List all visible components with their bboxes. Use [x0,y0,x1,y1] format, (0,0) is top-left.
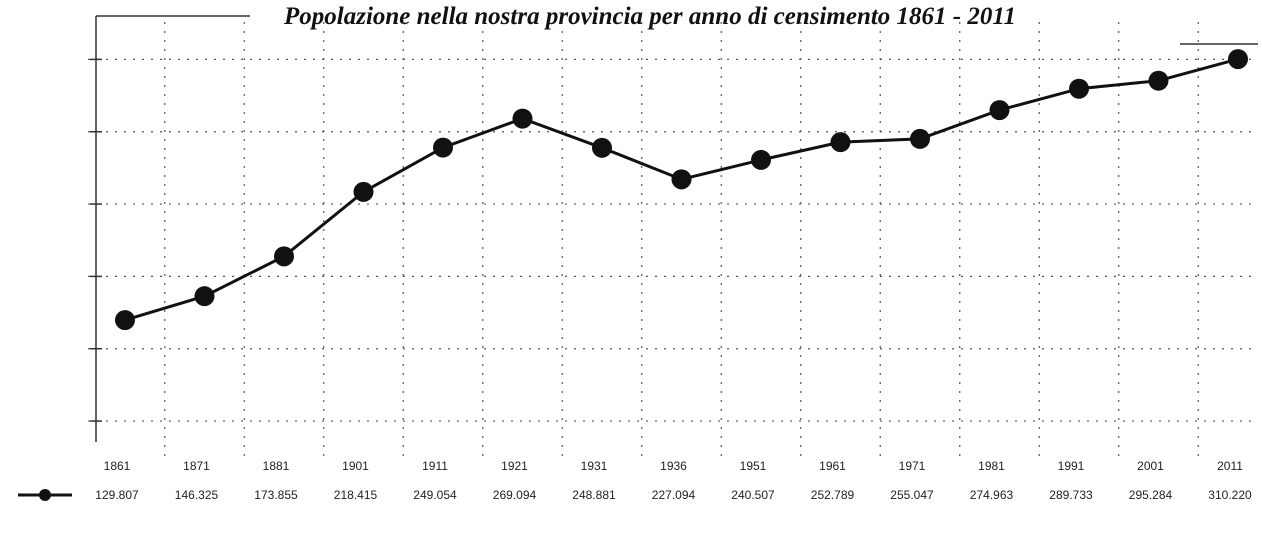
data-point [1069,78,1089,99]
x-tick-label: 2001 [1137,459,1164,473]
data-value-label: 249.054 [413,488,457,502]
data-point [115,310,135,331]
data-value-label: 252.789 [811,488,855,502]
data-value-label: 274.963 [970,488,1014,502]
x-tick-label: 1961 [819,459,846,473]
data-point [751,149,771,170]
data-point [592,137,612,158]
data-value-label: 240.507 [731,488,775,502]
data-point [1148,70,1169,91]
data-point [274,246,294,267]
data-point [353,181,374,202]
legend [18,489,72,501]
axes [90,15,1258,442]
data-point [433,137,453,158]
data-value-label: 146.325 [175,488,219,502]
data-point [671,169,692,190]
x-tick-label: 1911 [422,459,448,473]
x-tick-label: 1921 [501,459,528,473]
data-value-label: 129.807 [95,488,139,502]
data-point [830,132,851,153]
data-value-label: 255.047 [890,488,934,502]
data-value-label: 289.733 [1049,488,1093,502]
data-value-label: 173.855 [254,488,298,502]
data-point [512,108,533,129]
data-value-label: 310.220 [1208,488,1252,502]
data-point [989,100,1010,121]
series-line [124,57,1239,322]
x-tick-label: 1931 [581,459,608,473]
x-tick-label: 1871 [183,459,210,473]
x-tick-label: 1971 [899,459,926,473]
data-value-label: 248.881 [572,488,616,502]
data-point [194,286,215,307]
x-tick-label: 1991 [1058,459,1085,473]
x-tick-label: 1936 [660,459,687,473]
x-tick-label: 1861 [104,459,131,473]
x-tick-label: 1981 [978,459,1005,473]
gridlines [88,22,1258,460]
data-value-label: 218.415 [334,488,378,502]
data-value-label: 295.284 [1129,488,1173,502]
x-tick-label: 2011 [1217,459,1243,473]
chart-title: Popolazione nella nostra provincia per a… [283,3,1016,30]
x-tick-label: 1951 [740,459,767,473]
legend-marker [39,489,51,501]
data-table-values: 129.807 146.325 173.855 218.415 249.054 269.0… [95,488,1252,502]
data-point [1228,49,1248,70]
data-value-label: 227.094 [652,488,696,502]
x-tick-labels: 1861 1871 1881 1901 1911 1921 1931 1936 1951 1961… [104,459,1244,473]
data-point [910,128,930,149]
x-tick-label: 1901 [342,459,369,473]
population-series [115,49,1248,331]
data-value-label: 269.094 [493,488,537,502]
x-tick-label: 1881 [263,459,290,473]
